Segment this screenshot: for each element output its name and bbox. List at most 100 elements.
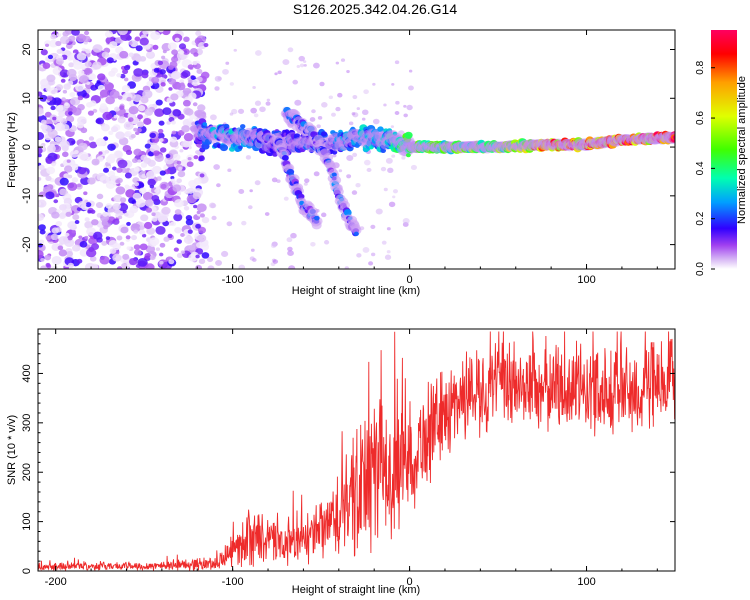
heat-cell — [171, 130, 177, 135]
heat-cell — [311, 109, 316, 114]
heat-cell — [187, 156, 192, 161]
heat-cell — [178, 43, 187, 50]
heat-cell — [287, 250, 294, 257]
heat-cell — [395, 100, 400, 105]
heat-cell — [64, 102, 69, 106]
heat-cell — [139, 37, 149, 46]
heat-cell — [126, 246, 131, 251]
heat-cell — [102, 211, 109, 217]
heat-cell — [45, 235, 52, 240]
heat-cell — [115, 186, 126, 195]
heat-cell — [163, 236, 170, 242]
heat-cell — [78, 142, 88, 151]
heat-cell — [97, 84, 106, 92]
spectrogram-y-label: Frequency (Hz) — [6, 112, 18, 188]
heat-cell — [238, 189, 245, 194]
heat-cell — [38, 224, 46, 231]
heat-cell — [192, 102, 198, 107]
heat-cell — [137, 105, 146, 112]
heat-cell — [124, 172, 132, 179]
heat-cell — [101, 123, 110, 132]
heat-cell — [183, 235, 194, 245]
heat-cell — [152, 44, 159, 50]
heat-cell — [346, 154, 354, 162]
heat-cell — [390, 125, 395, 128]
heat-cell — [128, 52, 134, 58]
heat-cell — [83, 67, 93, 75]
y-tick-label: 10 — [21, 92, 33, 104]
heat-cell — [62, 151, 69, 158]
heat-cell — [370, 224, 376, 229]
heat-cell — [51, 256, 62, 265]
heat-cell — [199, 213, 205, 218]
heat-cell — [193, 204, 198, 209]
heat-cell — [361, 117, 366, 121]
heat-cell — [141, 233, 147, 238]
heat-cell — [335, 106, 341, 112]
heat-cell — [120, 197, 127, 203]
heat-cell — [67, 262, 74, 269]
heat-cell — [144, 108, 154, 116]
heat-cell — [221, 250, 229, 258]
heat-cell — [238, 145, 243, 150]
heat-cell — [109, 41, 118, 49]
spectrogram-heatmap — [38, 30, 675, 269]
heat-cell — [130, 223, 141, 233]
heat-cell — [91, 219, 99, 226]
heat-cell — [77, 116, 87, 125]
heat-cell — [227, 168, 232, 173]
heat-cell — [188, 244, 196, 251]
heat-cell — [40, 257, 45, 262]
heat-cell — [38, 132, 45, 141]
heat-cell — [179, 50, 185, 55]
heat-cell — [116, 167, 123, 173]
heat-cell — [133, 166, 140, 172]
heat-cell — [85, 52, 91, 58]
heat-cell — [337, 92, 343, 98]
heat-cell — [351, 190, 358, 195]
heat-cell — [182, 99, 191, 107]
heat-cell — [88, 136, 95, 141]
heat-cell — [403, 104, 407, 108]
heat-cell — [45, 191, 55, 200]
heat-cell — [120, 73, 126, 79]
colorbar-tick-label: 0.2 — [695, 211, 706, 225]
heat-cell — [105, 203, 113, 209]
heat-cell — [39, 229, 46, 235]
heat-cell — [157, 128, 164, 134]
heat-cell — [331, 172, 337, 177]
heat-cell — [112, 166, 117, 171]
heat-cell — [198, 155, 205, 162]
heat-cell — [122, 68, 129, 75]
heat-cell — [141, 72, 149, 79]
y-tick-label: 20 — [21, 43, 33, 55]
heat-cell — [54, 136, 62, 143]
heat-cell — [159, 147, 167, 153]
heat-cell — [346, 70, 350, 74]
heat-cell — [139, 225, 145, 230]
heat-cell — [241, 220, 247, 226]
heat-cell — [121, 167, 128, 173]
heat-cell — [290, 232, 297, 239]
heat-cell — [253, 113, 259, 118]
heat-cell — [47, 144, 56, 153]
heat-cell — [184, 108, 194, 116]
heat-cell — [312, 62, 320, 69]
heat-cell — [87, 110, 95, 116]
heat-cell — [67, 182, 78, 191]
heat-cell — [331, 175, 342, 185]
heat-cell — [328, 95, 333, 100]
heat-cell — [38, 249, 44, 259]
heat-cell — [177, 170, 186, 178]
heat-cell — [207, 256, 214, 263]
heat-cell — [136, 128, 142, 133]
heat-cell — [161, 206, 171, 215]
heat-cell — [78, 75, 89, 84]
heat-cell — [78, 69, 85, 76]
heat-cell — [39, 94, 48, 102]
heat-cell — [97, 73, 106, 81]
heat-cell — [282, 59, 290, 66]
x-tick-label: 0 — [407, 274, 413, 286]
heat-cell — [193, 177, 202, 185]
